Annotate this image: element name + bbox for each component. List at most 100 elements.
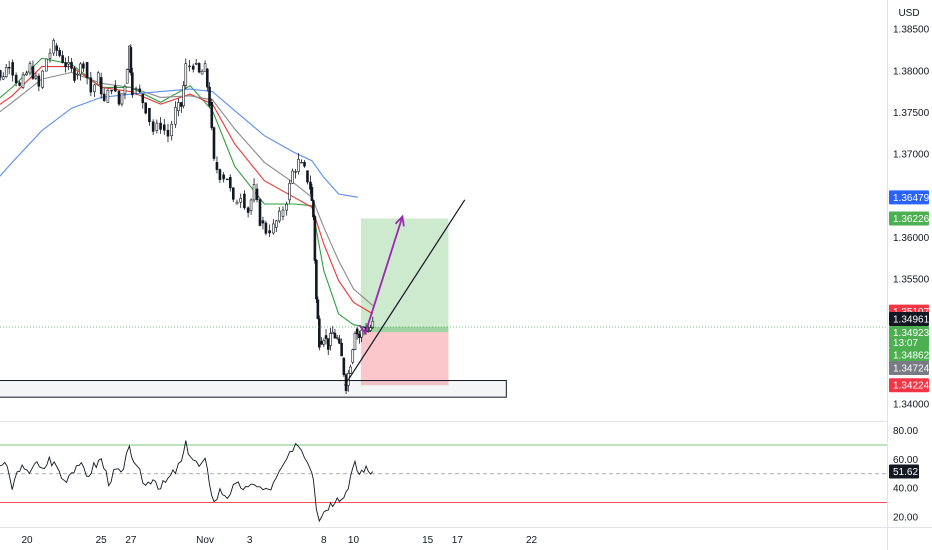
candle-body [235, 201, 239, 205]
candle-body [288, 182, 291, 201]
candle-body [120, 93, 124, 105]
support-zone-rectangle[interactable] [0, 380, 507, 398]
rsi-tick-label: 40.00 [893, 484, 918, 495]
price-badge-label: 1.34224 [893, 381, 930, 392]
price-tick-label: 1.35500 [893, 274, 930, 285]
candle-body [249, 199, 253, 211]
price-badge-label: 1.36479 [893, 193, 930, 204]
price-tick-label: 1.34000 [893, 399, 930, 410]
candle-body [367, 330, 370, 333]
candle-body [148, 107, 151, 123]
candle-body [134, 88, 138, 90]
candle-body [76, 73, 79, 76]
candle-body [349, 366, 352, 374]
rsi-pane[interactable]: 80.00 60.00 40.00 20.00 51.62 [0, 426, 919, 523]
candle-body [342, 357, 346, 376]
candle-body [351, 349, 355, 363]
candle-body [313, 216, 317, 261]
candle-body [335, 337, 339, 339]
candle-body [285, 203, 289, 211]
candle-body [31, 66, 35, 79]
moving-average-line [0, 71, 374, 307]
price-tick-label: 1.38500 [893, 25, 930, 36]
candle-body [28, 63, 32, 74]
candle-body [340, 342, 343, 357]
candle-body [44, 58, 48, 72]
candle-body [329, 333, 332, 346]
drawing-tools[interactable] [344, 199, 466, 386]
target-zone [360, 218, 449, 333]
candle-body [48, 52, 52, 59]
candle-body [102, 93, 106, 101]
candle-body [73, 68, 76, 81]
price-badge-label: 1.34724 [893, 364, 930, 375]
candle-body [64, 62, 67, 68]
rsi-tick-label: 80.00 [893, 426, 918, 437]
price-badge-label: 1.36226 [893, 214, 930, 225]
candle-body [191, 65, 195, 70]
candle-body [99, 77, 103, 95]
time-tick-label: 8 [321, 535, 327, 546]
candle-body [138, 88, 142, 92]
candle-body [184, 63, 188, 86]
candle-body [123, 86, 127, 95]
candle-body [89, 77, 93, 93]
candle-body [355, 328, 359, 335]
candle-body [303, 161, 306, 167]
price-tick-label: 1.36000 [893, 233, 930, 244]
candle-body [41, 70, 44, 88]
candle-body [159, 122, 162, 130]
candle-body [58, 50, 61, 56]
time-tick-label: 20 [21, 535, 33, 546]
candle-body [93, 84, 96, 92]
candle-body [170, 123, 173, 137]
price-pane[interactable]: 1.385001.380001.375001.370001.365001.360… [0, 25, 930, 411]
candle-body [110, 89, 113, 92]
candle-body [246, 207, 250, 213]
candle-body [318, 318, 321, 348]
trend-line [344, 199, 466, 386]
candle-body [55, 45, 58, 51]
time-tick-label: 3 [247, 535, 253, 546]
candle-body [0, 70, 2, 78]
candle-body [34, 75, 38, 79]
candle-body [281, 209, 285, 217]
time-axis[interactable]: 20 25 27 Nov 3 8 10 15 17 22 [21, 535, 537, 546]
price-tick-label: 1.37500 [893, 108, 930, 119]
candle-body [268, 230, 271, 234]
time-tick-label: Nov [196, 535, 214, 546]
time-tick-label: 10 [348, 535, 360, 546]
candle-body [61, 55, 64, 63]
candle-body [197, 63, 201, 73]
candle-body [151, 121, 155, 132]
candle-body [52, 40, 56, 54]
currency-label: USD [898, 8, 919, 19]
candle-body [226, 178, 229, 181]
candle-body [210, 102, 214, 128]
candle-body [312, 200, 315, 218]
time-tick-label: 15 [422, 535, 434, 546]
candle-body [155, 122, 159, 132]
candle-body [125, 69, 129, 84]
candle-body [338, 338, 341, 344]
candle-body [141, 93, 145, 104]
candle-body [275, 220, 278, 228]
candle-body [272, 223, 275, 234]
candle-body [324, 335, 328, 339]
long-position-tool[interactable] [360, 218, 449, 386]
price-badge [889, 361, 929, 375]
candle-body [14, 74, 18, 84]
candle-body [316, 299, 320, 320]
price-badge [889, 211, 929, 226]
price-tick-label: 1.37000 [893, 150, 930, 161]
rsi-current-label: 51.62 [893, 467, 918, 478]
candle-body [144, 102, 148, 114]
price-badge-label: 1.34961 [893, 315, 930, 326]
candle-body [315, 260, 318, 300]
price-badges: 1.364791.362261.351071.349611.348621.347… [889, 190, 930, 393]
candle-body [300, 161, 303, 164]
candle-body [96, 72, 100, 86]
candle-body [291, 170, 294, 184]
candle-body [358, 333, 361, 338]
